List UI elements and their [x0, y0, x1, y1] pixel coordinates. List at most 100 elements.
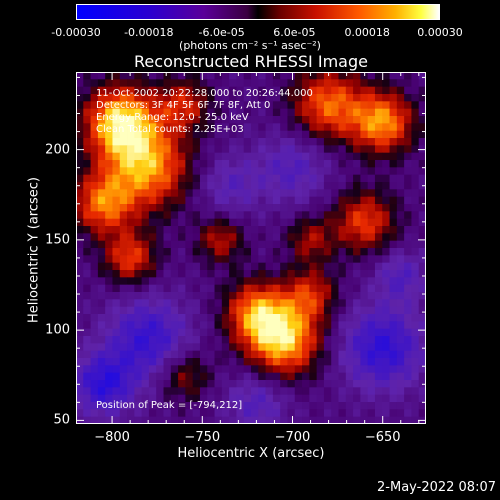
- heatmap-cell: [112, 270, 121, 278]
- heatmap-cell: [90, 218, 99, 227]
- heatmap-cell: [265, 372, 274, 381]
- heatmap-cell: [353, 299, 361, 308]
- heatmap-cell: [192, 306, 201, 315]
- heatmap-cell: [229, 86, 237, 95]
- heatmap-cell: [302, 72, 310, 80]
- heatmap-cell: [309, 211, 318, 220]
- heatmap-cell: [192, 277, 201, 286]
- heatmap-cell: [243, 72, 252, 80]
- heatmap-cell: [76, 233, 84, 242]
- heatmap-cell: [367, 182, 376, 190]
- heatmap-cell: [83, 160, 91, 168]
- heatmap-cell: [112, 116, 121, 124]
- heatmap-cell: [243, 108, 252, 117]
- heatmap-cell: [207, 204, 215, 212]
- heatmap-cell: [272, 152, 281, 161]
- heatmap-cell: [127, 292, 135, 300]
- heatmap-cell: [134, 365, 143, 374]
- heatmap-cell: [338, 321, 347, 330]
- heatmap-cell: [411, 160, 420, 168]
- heatmap-cell: [243, 233, 252, 242]
- heatmap-cell: [214, 255, 223, 264]
- heatmap-cell: [76, 79, 84, 88]
- heatmap-cell: [163, 226, 172, 234]
- heatmap-cell: [141, 189, 150, 198]
- heatmap-cell: [76, 152, 84, 161]
- heatmap-cell: [236, 262, 245, 271]
- heatmap-cell: [345, 145, 354, 154]
- heatmap-cell: [221, 116, 230, 124]
- heatmap-cell: [280, 218, 288, 227]
- heatmap-cell: [105, 86, 113, 95]
- heatmap-cell: [353, 284, 361, 293]
- heatmap-cell: [229, 358, 237, 366]
- heatmap-cell: [353, 101, 361, 110]
- heatmap-cell: [287, 314, 296, 322]
- heatmap-cell: [76, 174, 84, 183]
- heatmap-cell: [345, 211, 354, 220]
- heatmap-cell: [353, 204, 361, 212]
- heatmap-cell: [192, 138, 201, 146]
- heatmap-cell: [316, 204, 325, 212]
- heatmap-cell: [323, 174, 332, 183]
- heatmap-cell: [309, 248, 318, 256]
- heatmap-cell: [280, 79, 288, 88]
- heatmap-cell: [272, 174, 281, 183]
- heatmap-cell: [207, 152, 215, 161]
- heatmap-cell: [112, 394, 121, 403]
- heatmap-cell: [323, 233, 332, 242]
- heatmap-cell: [258, 262, 266, 271]
- heatmap-cell: [83, 123, 91, 132]
- heatmap-cell: [382, 380, 390, 388]
- heatmap-cell: [90, 270, 99, 278]
- heatmap-cell: [309, 123, 318, 132]
- heatmap-cell: [148, 292, 157, 300]
- heatmap-cell: [280, 152, 288, 161]
- heatmap-cell: [258, 211, 266, 220]
- heatmap-cell: [119, 79, 128, 88]
- heatmap-cell: [90, 189, 99, 198]
- heatmap-cell: [338, 328, 347, 337]
- datestamp: 2-May-2022 08:07: [377, 480, 496, 495]
- heatmap-cell: [214, 160, 223, 168]
- heatmap-cell: [199, 189, 208, 198]
- heatmap-cell: [258, 365, 266, 374]
- heatmap-cell: [112, 182, 121, 190]
- heatmap-cell: [251, 116, 259, 124]
- heatmap-cell: [265, 101, 274, 110]
- heatmap-cell: [243, 358, 252, 366]
- heatmap-cell: [127, 262, 135, 271]
- heatmap-cell: [396, 343, 405, 352]
- heatmap-cell: [251, 328, 259, 337]
- heatmap-cell: [382, 306, 390, 315]
- heatmap-cell: [221, 218, 230, 227]
- heatmap-cell: [207, 72, 215, 80]
- heatmap-cell: [105, 328, 113, 337]
- heatmap-cell: [97, 211, 106, 220]
- heatmap-cell: [345, 167, 354, 176]
- heatmap-cell: [185, 152, 194, 161]
- heatmap-cell: [229, 270, 237, 278]
- heatmap-cell: [83, 138, 91, 146]
- heatmap-cell: [90, 240, 99, 249]
- heatmap-cell: [323, 145, 332, 154]
- heatmap-cell: [83, 72, 91, 80]
- heatmap-cell: [207, 270, 215, 278]
- heatmap-cell: [389, 394, 398, 403]
- heatmap-cell: [389, 152, 398, 161]
- heatmap-cell: [265, 314, 274, 322]
- heatmap-cell: [199, 314, 208, 322]
- heatmap-cell: [236, 270, 245, 278]
- heatmap-cell: [163, 108, 172, 117]
- heatmap-cell: [396, 409, 405, 418]
- heatmap-cell: [229, 226, 237, 234]
- heatmap-cell: [331, 336, 339, 344]
- heatmap-cell: [411, 226, 420, 234]
- heatmap-cell: [367, 152, 376, 161]
- heatmap-cell: [243, 262, 252, 271]
- heatmap-cell: [178, 248, 186, 256]
- heatmap-cell: [141, 79, 150, 88]
- heatmap-cell: [112, 409, 121, 418]
- heatmap-cell: [199, 211, 208, 220]
- heatmap-cell: [302, 152, 310, 161]
